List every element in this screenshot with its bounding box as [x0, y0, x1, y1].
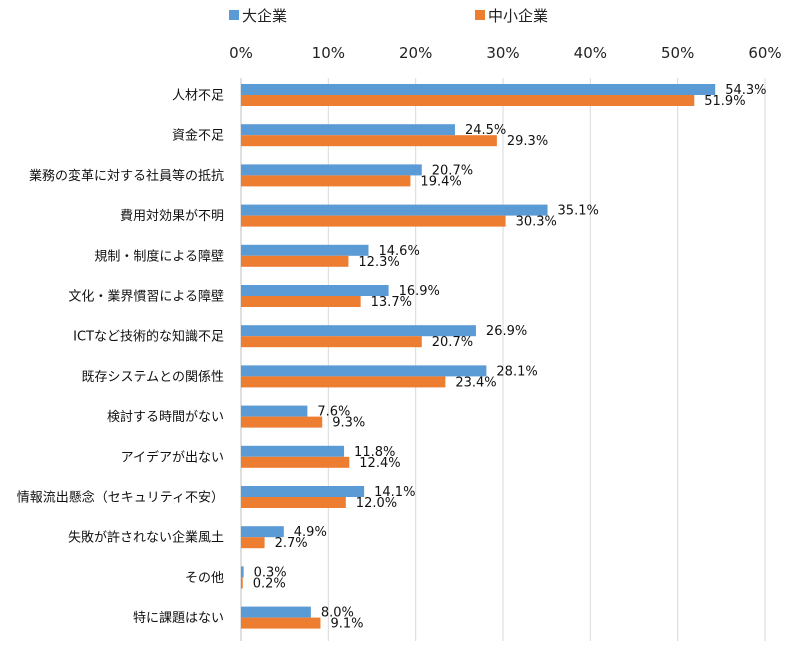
data-label: 24.5%: [465, 123, 506, 138]
category-label: 特に課題はない: [133, 610, 224, 626]
bar-large-13: [241, 606, 311, 618]
bar-sme-1: [241, 135, 497, 147]
data-label: 14.6%: [379, 244, 420, 259]
bar-sme-7: [241, 376, 446, 388]
data-label: 8.0%: [321, 606, 354, 621]
data-label: 20.7%: [432, 335, 473, 350]
bar-sme-8: [241, 416, 323, 428]
bar-sme-3: [241, 215, 506, 227]
category-label: 検討する時間がない: [107, 409, 224, 425]
x-tick-label: 50%: [661, 44, 694, 62]
x-tick-label: 30%: [486, 44, 519, 62]
data-label: 19.4%: [420, 174, 461, 189]
legend-label-1: 中小企業: [488, 7, 548, 25]
x-tick-label: 60%: [748, 44, 781, 62]
data-label: 29.3%: [507, 134, 548, 149]
data-label: 23.4%: [455, 375, 496, 390]
data-label: 12.4%: [359, 456, 400, 471]
category-label: 既存システムとの関係性: [82, 370, 224, 385]
bar-large-1: [241, 124, 455, 136]
bar-large-9: [241, 445, 345, 457]
category-labels: 人材不足資金不足業務の変革に対する社員等の抵抗費用対効果が不明規制・制度による障…: [17, 89, 224, 627]
data-label: 20.7%: [432, 163, 473, 178]
bar-large-6: [241, 325, 476, 337]
data-label: 13.7%: [371, 295, 412, 310]
bar-sme-0: [241, 95, 695, 106]
bar-large-8: [241, 405, 308, 417]
bar-large-0: [241, 84, 716, 95]
data-label: 7.6%: [317, 405, 350, 420]
data-label: 9.3%: [332, 416, 365, 431]
bar-large-10: [241, 486, 365, 497]
data-label: 30.3%: [516, 215, 557, 230]
bar-sme-2: [241, 175, 411, 187]
data-label: 12.3%: [358, 255, 399, 270]
bar-sme-11: [241, 537, 265, 549]
bar-large-4: [241, 244, 369, 256]
category-label: 資金不足: [172, 128, 224, 144]
category-label: アイデアが出ない: [121, 449, 224, 465]
data-label: 54.3%: [725, 83, 766, 98]
grid: [240, 78, 766, 641]
bar-sme-13: [241, 617, 321, 629]
data-label: 14.1%: [374, 485, 415, 500]
x-tick-label: 10%: [312, 44, 345, 62]
data-label: 4.9%: [294, 525, 327, 540]
bar-large-2: [241, 164, 422, 176]
bar-sme-12: [241, 577, 243, 589]
category-label: 失敗が許されない企業風土: [68, 530, 224, 546]
bar-large-5: [241, 285, 389, 296]
legend: 大企業 中小企業: [229, 7, 548, 25]
data-label: 11.8%: [354, 445, 395, 460]
data-label: 35.1%: [558, 204, 599, 219]
data-label: 51.9%: [704, 94, 745, 109]
data-label: 2.7%: [275, 536, 308, 551]
category-label: ICTなど技術的な知識不足: [73, 329, 224, 345]
category-label: 費用対効果が不明: [120, 209, 224, 224]
bar-large-12: [241, 566, 244, 578]
bar-sme-4: [241, 255, 349, 267]
legend-swatch-0: [229, 10, 239, 20]
x-tick-label: 0%: [229, 44, 253, 62]
data-label: 0.2%: [253, 576, 286, 591]
bar-large-11: [241, 526, 284, 538]
data-label: 16.9%: [399, 284, 440, 299]
category-label: 文化・業界慣習による障壁: [68, 289, 224, 305]
category-label: 情報流出懸念（セキュリティ不安）: [17, 490, 224, 506]
data-label: 0.3%: [254, 565, 287, 580]
data-labels: 54.3%51.9%24.5%29.3%20.7%19.4%35.1%30.3%…: [253, 83, 767, 632]
bars: [241, 84, 716, 629]
bar-sme-10: [241, 497, 346, 508]
legend-swatch-1: [475, 10, 485, 20]
category-label: その他: [185, 571, 224, 586]
data-label: 26.9%: [486, 324, 527, 339]
category-label: 業務の変革に対する社員等の抵抗: [29, 168, 224, 184]
x-axis-ticks: 0% 10% 20% 30% 40% 50% 60%: [229, 44, 782, 62]
legend-label-0: 大企業: [242, 7, 287, 25]
x-tick-label: 40%: [574, 44, 607, 62]
bar-large-3: [241, 204, 548, 216]
data-label: 9.1%: [330, 617, 363, 632]
bar-sme-6: [241, 336, 422, 348]
bar-sme-9: [241, 456, 350, 468]
category-label: 人材不足: [172, 89, 224, 104]
category-label: 規制・制度による障壁: [94, 248, 224, 264]
data-label: 28.1%: [496, 364, 537, 379]
bar-large-7: [241, 365, 487, 377]
bar-sme-5: [241, 296, 361, 307]
data-label: 12.0%: [356, 496, 397, 511]
x-tick-label: 20%: [399, 44, 432, 62]
